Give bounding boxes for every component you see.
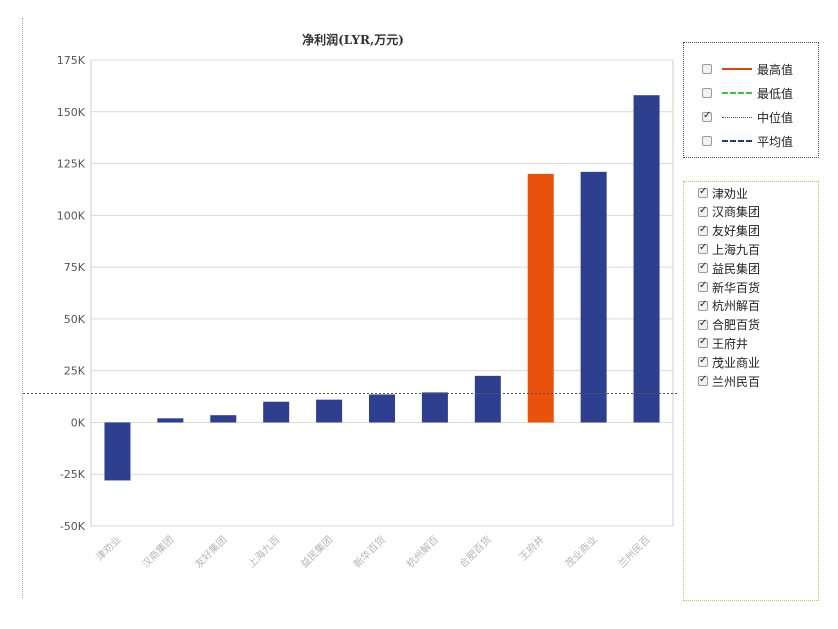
bar-6[interactable] bbox=[369, 394, 395, 423]
stat-legend-item[interactable]: 中位值 bbox=[702, 109, 793, 125]
plot-background bbox=[90, 59, 674, 527]
chart-title: 净利润(LYR,万元) bbox=[302, 32, 404, 47]
stat-line-swatch bbox=[722, 116, 752, 118]
x-tick-label: 上海九百 bbox=[245, 533, 282, 570]
stat-line-swatch bbox=[722, 92, 752, 94]
bar-8[interactable] bbox=[474, 375, 501, 423]
stat-legend-label: 最高值 bbox=[757, 62, 794, 77]
x-tick-label: 友好集团 bbox=[192, 533, 229, 570]
series-legend-label: 津劝业 bbox=[712, 186, 749, 201]
bar-1[interactable] bbox=[104, 422, 131, 481]
bar-11[interactable] bbox=[633, 95, 660, 423]
series-legend-label: 兰州民百 bbox=[712, 374, 761, 389]
series-checkbox[interactable] bbox=[698, 242, 708, 255]
y-tick-label: 125K bbox=[57, 158, 86, 171]
stat-legend-item[interactable]: 最低值 bbox=[702, 85, 793, 101]
series-legend-label: 茂业商业 bbox=[712, 355, 761, 370]
x-tick-label: 杭州解百 bbox=[404, 533, 441, 570]
series-legend-label: 友好集团 bbox=[712, 224, 761, 239]
x-tick-label: 津劝业 bbox=[93, 533, 123, 563]
series-legend: 津劝业汉商集团友好集团上海九百益民集团新华百货杭州解百合肥百货王府井茂业商业兰州… bbox=[683, 181, 819, 601]
series-checkbox[interactable] bbox=[698, 224, 708, 236]
chart-area: 净利润(LYR,万元) -50K -25K 0K 25K 50K 75K 100K 125K 1… bbox=[22, 18, 679, 598]
series-checkbox[interactable] bbox=[698, 355, 708, 368]
series-legend-item[interactable]: 兰州民百 bbox=[698, 372, 760, 390]
series-checkbox[interactable] bbox=[698, 280, 708, 292]
series-legend-label: 益民集团 bbox=[712, 261, 761, 276]
stat-checkbox[interactable] bbox=[702, 110, 712, 122]
series-checkbox[interactable] bbox=[698, 261, 708, 274]
series-legend-label: 新华百货 bbox=[712, 280, 761, 295]
y-tick-label: 0K bbox=[71, 416, 86, 429]
stat-legend-label: 平均值 bbox=[757, 134, 794, 149]
stat-legend-label: 中位值 bbox=[757, 110, 794, 125]
series-legend-label: 上海九百 bbox=[712, 242, 761, 257]
stat-checkbox[interactable] bbox=[702, 88, 712, 98]
bar-10[interactable] bbox=[580, 171, 607, 423]
series-legend-label: 杭州解百 bbox=[712, 299, 761, 314]
bar-3[interactable] bbox=[210, 415, 237, 423]
series-legend-item[interactable]: 杭州解百 bbox=[698, 297, 760, 315]
bar-chart: 净利润(LYR,万元) -50K -25K 0K 25K 50K 75K 100K 125K 1… bbox=[23, 32, 679, 570]
y-tick-label: 75K bbox=[64, 261, 86, 274]
series-legend-label: 合肥百货 bbox=[712, 318, 761, 333]
stat-line-swatch bbox=[722, 140, 752, 142]
y-tick-label: 50K bbox=[64, 313, 86, 326]
series-legend-item[interactable]: 汉商集团 bbox=[698, 203, 760, 221]
series-legend-label: 王府井 bbox=[712, 336, 749, 351]
bar-4[interactable] bbox=[263, 401, 290, 423]
stat-legend-label: 最低值 bbox=[757, 86, 794, 101]
y-tick-label: 25K bbox=[64, 365, 86, 378]
series-legend-item[interactable]: 益民集团 bbox=[698, 259, 760, 277]
bar-2[interactable] bbox=[157, 418, 184, 423]
series-checkbox[interactable] bbox=[698, 374, 708, 386]
series-checkbox[interactable] bbox=[698, 336, 708, 349]
series-legend-item[interactable]: 友好集团 bbox=[698, 222, 760, 240]
x-tick-label: 茂业商业 bbox=[562, 533, 599, 570]
x-tick-label: 合肥百货 bbox=[456, 533, 493, 570]
series-legend-item[interactable]: 合肥百货 bbox=[698, 316, 760, 334]
y-tick-label: -50K bbox=[60, 520, 86, 533]
stat-legend-item[interactable]: 平均值 bbox=[702, 133, 793, 149]
series-legend-item[interactable]: 王府井 bbox=[698, 334, 748, 352]
x-tick-label: 汉商集团 bbox=[139, 533, 176, 570]
series-checkbox[interactable] bbox=[698, 186, 708, 198]
y-tick-label: 150K bbox=[57, 106, 86, 119]
y-tick-label: 175K bbox=[57, 54, 86, 67]
series-checkbox[interactable] bbox=[698, 318, 708, 330]
bar-9[interactable] bbox=[527, 173, 554, 423]
bar-7[interactable] bbox=[421, 392, 448, 423]
stat-legend-item[interactable]: 最高值 bbox=[702, 61, 793, 77]
series-checkbox[interactable] bbox=[698, 299, 708, 311]
series-legend-item[interactable]: 茂业商业 bbox=[698, 353, 760, 371]
series-legend-item[interactable]: 上海九百 bbox=[698, 240, 760, 258]
series-legend-item[interactable]: 新华百货 bbox=[698, 278, 760, 296]
x-tick-label: 王府井 bbox=[516, 533, 546, 563]
stat-checkbox[interactable] bbox=[702, 136, 712, 146]
series-checkbox[interactable] bbox=[698, 205, 708, 217]
series-legend-label: 汉商集团 bbox=[712, 205, 761, 220]
x-tick-label: 兰州民百 bbox=[615, 533, 652, 570]
stat-checkbox[interactable] bbox=[702, 64, 712, 74]
x-tick-label: 新华百货 bbox=[351, 533, 388, 570]
y-tick-label: 100K bbox=[57, 209, 86, 222]
bar-5[interactable] bbox=[316, 399, 343, 423]
y-tick-label: -25K bbox=[60, 468, 86, 481]
stat-line-swatch bbox=[722, 68, 752, 70]
series-legend-item[interactable]: 津劝业 bbox=[698, 184, 748, 202]
statistics-legend: 最高值最低值中位值平均值 bbox=[683, 42, 819, 158]
x-tick-label: 益民集团 bbox=[298, 533, 335, 570]
